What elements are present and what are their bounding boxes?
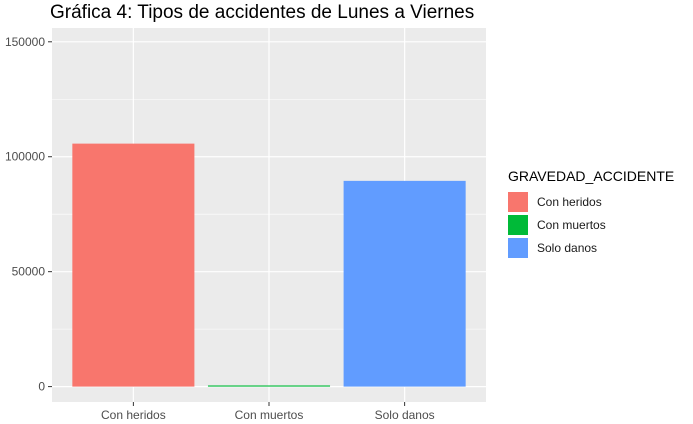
legend-key-con-heridos (508, 191, 528, 212)
bar-con-muertos (207, 385, 331, 387)
legend-item-con-muertos: Con muertos (508, 213, 674, 236)
legend-label-solo-danos: Solo danos (537, 240, 598, 255)
y-tick-label: 0 (38, 380, 45, 394)
legend-label-con-heridos: Con heridos (537, 194, 602, 209)
legend-label-con-muertos: Con muertos (537, 217, 606, 232)
legend-key-con-muertos (508, 214, 528, 235)
legend: GRAVEDAD_ACCIDENTE Con heridos Con muert… (508, 168, 674, 259)
y-tick-label: 50000 (12, 265, 46, 279)
legend-key-solo-danos (508, 237, 528, 258)
bar-con-heridos (72, 143, 195, 387)
x-tick-label: Con muertos (235, 408, 304, 422)
x-tick-label: Solo danos (375, 408, 435, 422)
x-tick-label: Con heridos (101, 408, 166, 422)
legend-item-con-heridos: Con heridos (508, 190, 674, 213)
y-tick-label: 150000 (5, 35, 45, 49)
legend-item-solo-danos: Solo danos (508, 236, 674, 259)
chart-title: Gráfica 4: Tipos de accidentes de Lunes … (50, 2, 475, 23)
bar-solo-danos (343, 180, 466, 387)
legend-title: GRAVEDAD_ACCIDENTE (508, 168, 675, 184)
y-tick-label: 100000 (5, 150, 45, 164)
